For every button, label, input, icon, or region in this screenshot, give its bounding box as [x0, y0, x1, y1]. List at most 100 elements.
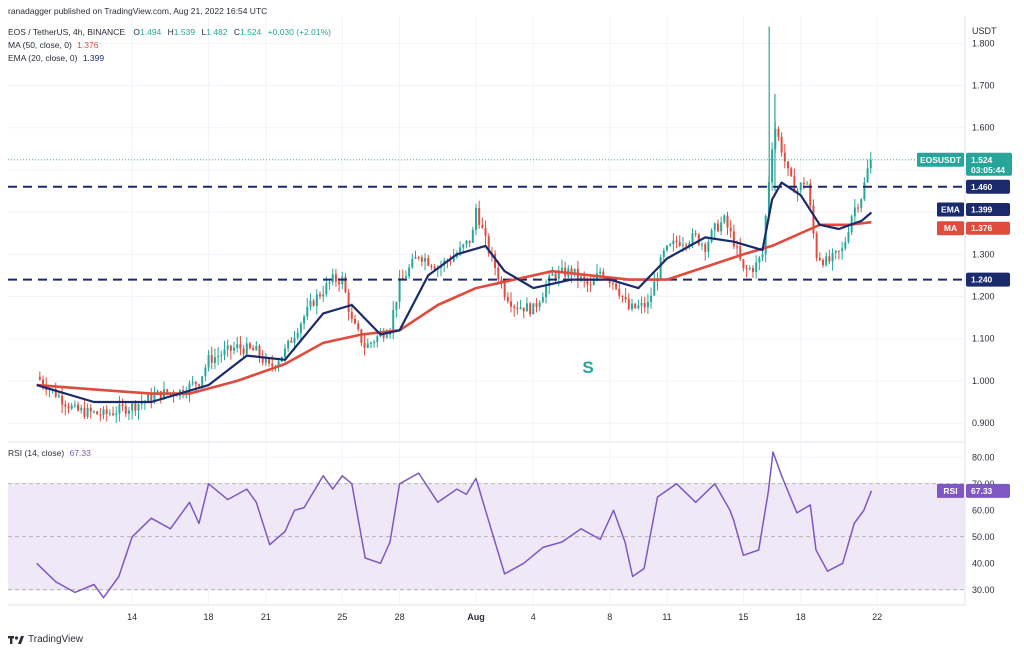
candle	[382, 328, 385, 342]
candle-body	[818, 257, 821, 261]
candle-body	[825, 256, 828, 266]
candle	[640, 296, 643, 314]
change-value: +0.030 (+2.01%)	[268, 27, 331, 37]
candle	[331, 268, 334, 286]
candle	[38, 371, 41, 381]
rsi-tag-value: 67.33	[971, 486, 993, 496]
candle-body	[360, 329, 363, 343]
candle-body	[452, 256, 455, 262]
candle-body	[535, 303, 538, 307]
candle-body	[790, 168, 793, 176]
candle	[535, 298, 538, 313]
candle	[226, 339, 229, 358]
candle	[494, 250, 497, 276]
candle	[471, 226, 474, 244]
candle	[672, 233, 675, 252]
candle	[296, 327, 299, 341]
rsi-tag-value-box	[966, 483, 1010, 498]
candle-body	[118, 404, 121, 414]
candle	[837, 250, 840, 260]
candle-body	[309, 300, 312, 307]
candle-body	[223, 349, 226, 356]
ma-tag: MA 1.376	[937, 221, 1010, 236]
candle-body	[478, 207, 481, 225]
candle	[347, 288, 350, 321]
price-tick-label: 1.200	[972, 292, 995, 302]
candle	[529, 301, 532, 317]
candle	[357, 320, 360, 332]
candle-body	[382, 332, 385, 338]
candle	[77, 401, 80, 412]
candle-body	[729, 227, 732, 232]
rsi-legend: RSI (14, close) 67.33	[8, 448, 91, 458]
candle	[328, 280, 331, 290]
candle-body	[484, 228, 487, 237]
price-tick-label: 1.300	[972, 249, 995, 259]
candle-body	[124, 406, 127, 414]
candle	[560, 259, 563, 274]
price-tick-label: 0.900	[972, 418, 995, 428]
candle-body	[475, 207, 477, 230]
candle	[828, 249, 831, 265]
candle-body	[653, 281, 656, 296]
candle-body	[401, 278, 404, 280]
candle	[758, 256, 761, 271]
candle-body	[347, 292, 350, 313]
candle-body	[758, 257, 761, 263]
candle	[646, 293, 649, 315]
candle-body	[545, 285, 548, 298]
candle-body	[541, 297, 544, 303]
candle-body	[210, 355, 213, 363]
candle	[720, 216, 723, 236]
candle	[790, 166, 793, 178]
candle	[360, 328, 363, 347]
candle-body	[860, 199, 863, 208]
candle-body	[560, 267, 563, 271]
candle-body	[108, 413, 111, 415]
ema-legend-label: EMA (20, close, 0)	[8, 53, 78, 63]
candle-body	[640, 302, 643, 306]
candle-body	[650, 295, 653, 302]
candle-body	[707, 241, 710, 252]
countdown-value: 03:05:44	[971, 165, 1005, 175]
candle-body	[796, 190, 799, 193]
candle-body	[697, 234, 700, 245]
candle	[322, 285, 325, 303]
candle-body	[691, 233, 694, 244]
price-tick-label: 1.100	[972, 334, 995, 344]
candle	[248, 341, 251, 350]
candle	[716, 219, 719, 233]
candle-body	[38, 376, 41, 380]
tradingview-logo-icon	[8, 635, 24, 644]
level-high-tag-value: 1.460	[971, 182, 993, 192]
candle-body	[462, 244, 465, 248]
candle-body	[86, 407, 89, 417]
candle-body	[481, 224, 484, 229]
level-high-tag: 1.460	[966, 179, 1010, 194]
candle	[532, 303, 535, 315]
candle	[783, 143, 786, 169]
candle	[108, 409, 111, 417]
candle-body	[841, 248, 844, 252]
candle-body	[229, 345, 232, 351]
candle-body	[736, 246, 739, 248]
candle-body	[468, 240, 471, 243]
candle-body	[338, 281, 341, 285]
candle-body	[204, 367, 207, 377]
candle-body	[847, 232, 850, 242]
candle-body	[751, 268, 754, 272]
candle	[793, 168, 796, 193]
candle-body	[723, 215, 726, 223]
candle	[780, 132, 783, 157]
candle	[102, 406, 105, 420]
candle-body	[290, 340, 293, 343]
candle	[449, 255, 452, 266]
candle-body	[837, 250, 840, 252]
candle-body	[742, 259, 745, 269]
candle	[334, 269, 337, 287]
candle-body	[713, 223, 716, 231]
candle-body	[83, 408, 86, 417]
candle-body	[506, 297, 509, 302]
candle-body	[198, 384, 201, 386]
